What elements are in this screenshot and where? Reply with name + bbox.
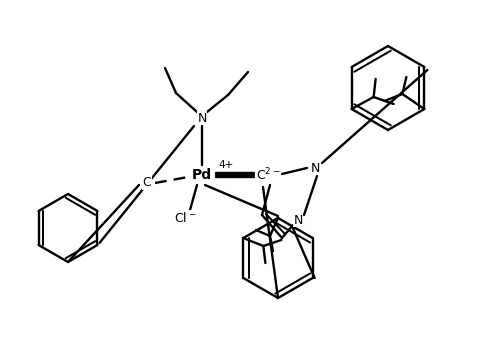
Text: N: N — [293, 214, 303, 226]
Text: Cl$^-$: Cl$^-$ — [174, 211, 196, 225]
Text: Pd: Pd — [192, 168, 212, 182]
Text: 4+: 4+ — [218, 160, 233, 170]
Text: N: N — [197, 112, 206, 124]
Text: N: N — [310, 161, 319, 175]
Text: C: C — [143, 177, 151, 190]
Text: C$^{2-}$: C$^{2-}$ — [256, 167, 280, 183]
